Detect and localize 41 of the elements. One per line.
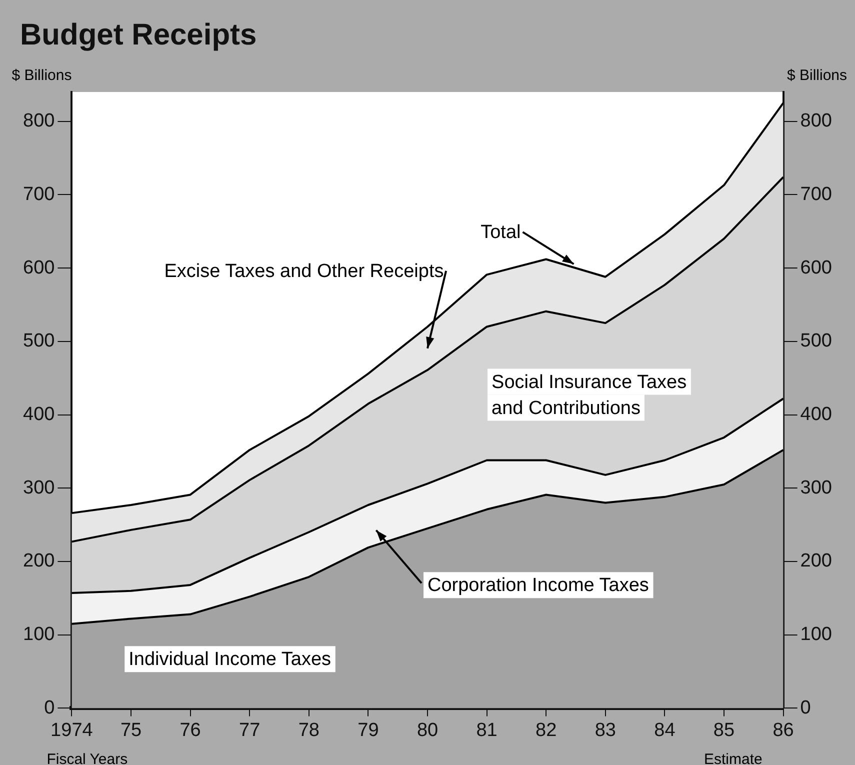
x-tick-label: 79	[358, 720, 379, 741]
x-tick-label: 82	[536, 720, 557, 741]
x-tick-label: 83	[594, 720, 616, 741]
x-tick-label: 75	[120, 720, 142, 741]
text: Estimate	[704, 751, 762, 765]
y-tick-label: 700	[23, 184, 55, 205]
x-tick-label: 76	[180, 720, 201, 741]
y2-tick-label: 500	[800, 330, 832, 352]
x-tick-label: 81	[476, 720, 498, 741]
x-tick-label: 1974	[50, 720, 94, 741]
y-tick-label: 500	[23, 330, 55, 352]
y-tick-label: 200	[23, 550, 55, 572]
x-tick-label: 84	[654, 720, 676, 741]
y2-tick-label: 700	[800, 184, 832, 205]
y2-tick-label: 0	[800, 697, 811, 718]
y2-axis-title: $ Billions	[786, 67, 847, 84]
y2-tick-label: 800	[800, 110, 832, 132]
y2-tick-label: 200	[800, 550, 832, 572]
chart-title: Budget Receipts	[20, 18, 257, 52]
y2-tick-label: 600	[800, 257, 832, 278]
x-tick-label: 86	[772, 720, 794, 741]
x-tick-label: 80	[416, 720, 438, 741]
y2-tick-label: 300	[800, 477, 832, 498]
text: Corporation Income Taxes	[428, 575, 649, 596]
y-tick-label: 0	[44, 697, 55, 718]
x-tick-label: 85	[713, 720, 735, 741]
series-label: Social Insurance Taxes and Contributions	[492, 372, 687, 419]
y-tick-label: 100	[23, 624, 55, 646]
annotation: Total	[480, 222, 521, 244]
y2-tick-label: 100	[800, 624, 832, 646]
series-label: Individual Income Taxes	[128, 649, 332, 670]
y-tick-label: 600	[23, 257, 55, 278]
y2-tick-label: 400	[800, 404, 832, 426]
y-tick-label: 400	[23, 404, 55, 426]
x-tick-label: 78	[298, 720, 320, 741]
text: Fiscal Years	[46, 751, 128, 765]
series-label: Excise Taxes and Other Receipts	[164, 260, 444, 282]
y-axis-title: $ Billions	[12, 67, 72, 84]
x-tick-label: 77	[239, 720, 260, 741]
y-tick-label: 800	[23, 110, 55, 132]
y-tick-label: 300	[23, 477, 55, 498]
